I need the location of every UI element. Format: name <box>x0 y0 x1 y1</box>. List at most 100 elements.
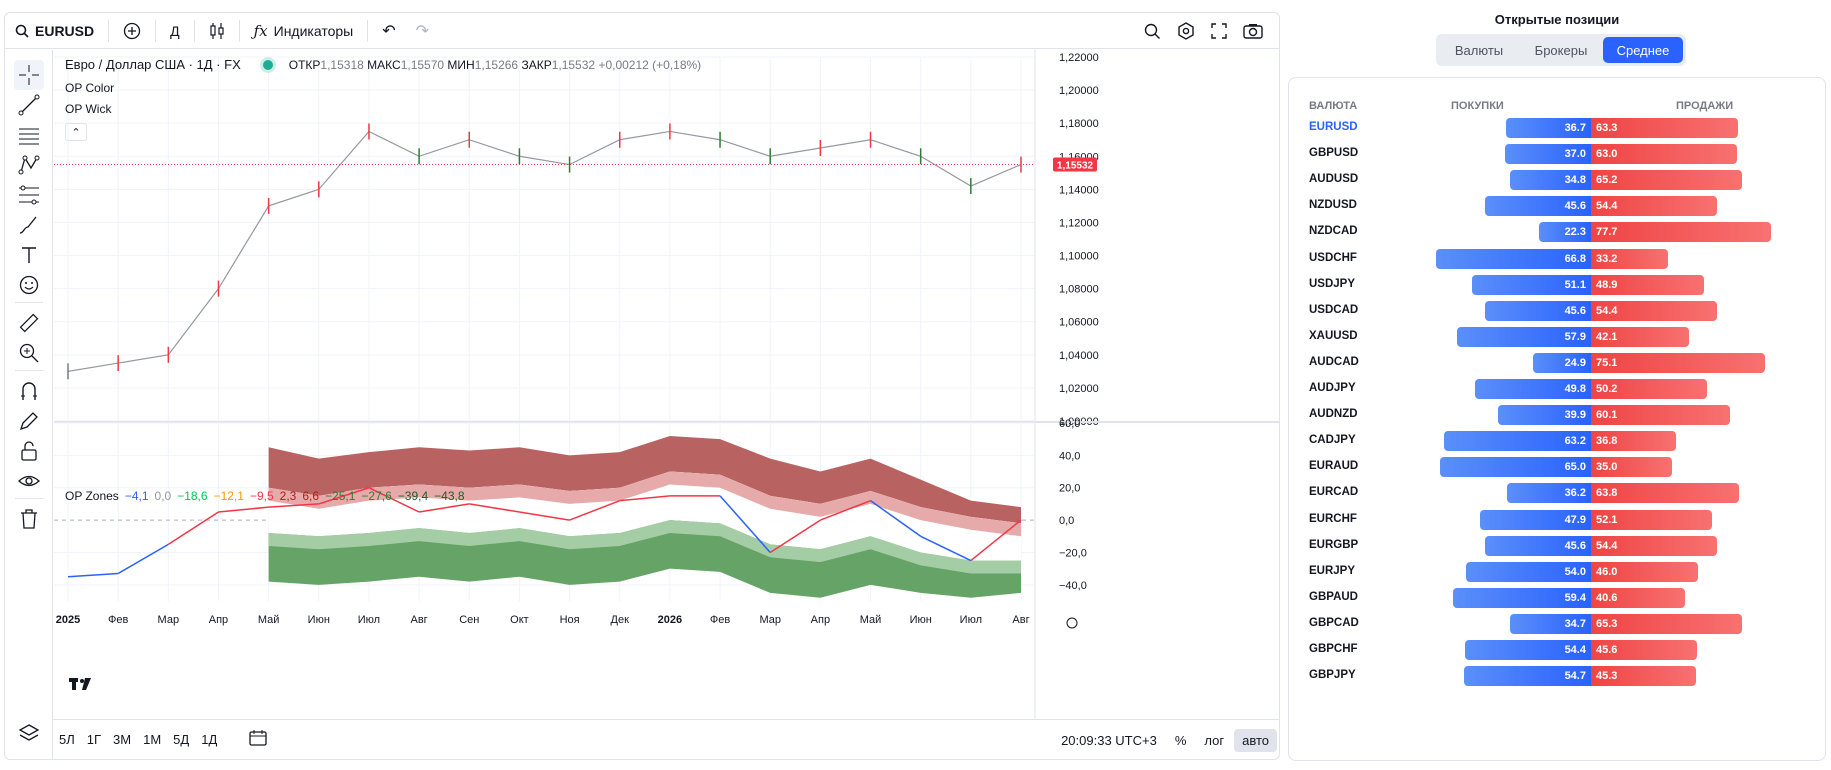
position-row[interactable]: XAUUSD 57.9 42.1 <box>1289 326 1827 348</box>
time-tick-label: Окт <box>510 614 529 626</box>
crosshair-tool[interactable] <box>14 60 44 90</box>
position-symbol[interactable]: AUDJPY <box>1309 382 1356 394</box>
position-row[interactable]: NZDUSD 45.6 54.4 <box>1289 195 1827 217</box>
position-symbol[interactable]: USDJPY <box>1309 277 1356 290</box>
fullscreen-button[interactable] <box>1203 13 1235 49</box>
ruler-tool[interactable] <box>14 308 44 338</box>
position-symbol[interactable]: AUDCAD <box>1309 355 1359 368</box>
position-symbol[interactable]: NZDUSD <box>1309 199 1357 212</box>
collapse-legend-button[interactable]: ⌃ <box>65 123 87 141</box>
chart-type-button[interactable] <box>199 13 235 49</box>
position-row[interactable]: AUDNZD 39.9 60.1 <box>1289 404 1827 426</box>
auto-scale-toggle[interactable]: авто <box>1234 728 1277 752</box>
position-symbol[interactable]: GBPAUD <box>1309 590 1358 603</box>
position-symbol[interactable]: GBPUSD <box>1309 147 1359 160</box>
position-symbol[interactable]: XAUUSD <box>1309 329 1358 342</box>
redo-icon: ↷ <box>415 22 430 40</box>
position-row[interactable]: NZDCAD 22.3 77.7 <box>1289 221 1827 243</box>
position-row[interactable]: EURUSD 36.7 63.3 <box>1289 117 1827 139</box>
chart-canvas[interactable]: 1,220001,200001,180001,160001,140001,120… <box>5 13 1280 760</box>
position-row[interactable]: EURJPY 54.0 46.0 <box>1289 561 1827 583</box>
compare-button[interactable] <box>113 13 151 49</box>
position-row[interactable]: GBPAUD 59.4 40.6 <box>1289 587 1827 609</box>
position-symbol[interactable]: USDCHF <box>1309 251 1357 264</box>
position-row[interactable]: EURCAD 36.2 63.8 <box>1289 482 1827 504</box>
indicator-op-color[interactable]: OP Color <box>65 81 115 95</box>
position-symbol[interactable]: EURCHF <box>1309 512 1357 525</box>
position-symbol[interactable]: EURCAD <box>1309 486 1359 499</box>
magnet-tool[interactable] <box>14 376 44 406</box>
pattern-tool[interactable] <box>14 150 44 180</box>
redo-button[interactable]: ↷ <box>406 13 439 49</box>
oscillator-segment <box>970 519 1022 562</box>
position-symbol[interactable]: EURJPY <box>1309 564 1356 577</box>
op-zones-title[interactable]: OP Zones <box>65 489 119 503</box>
hide-tool[interactable] <box>14 466 44 496</box>
clock[interactable]: 20:09:33 UTC+3 <box>1061 732 1157 748</box>
position-symbol[interactable]: GBPJPY <box>1309 669 1356 682</box>
fib-tool[interactable] <box>14 180 44 210</box>
range-1d[interactable]: 1Д <box>201 732 218 747</box>
quick-search-button[interactable] <box>1135 13 1169 49</box>
range-3m[interactable]: 3М <box>113 732 132 747</box>
tradingview-logo[interactable] <box>67 673 95 695</box>
position-row[interactable]: GBPUSD 37.0 63.0 <box>1289 143 1827 165</box>
trendline-tool[interactable] <box>14 90 44 120</box>
range-1m[interactable]: 1М <box>143 732 162 747</box>
brush-tool[interactable] <box>14 210 44 240</box>
delete-tool[interactable] <box>14 504 44 534</box>
indicator-op-wick[interactable]: OP Wick <box>65 102 112 116</box>
position-symbol[interactable]: AUDUSD <box>1309 173 1359 186</box>
position-row[interactable]: AUDCAD 24.9 75.1 <box>1289 352 1827 374</box>
log-scale-toggle[interactable]: лог <box>1204 732 1225 748</box>
position-row[interactable]: CADJPY 63.2 36.8 <box>1289 430 1827 452</box>
range-1y[interactable]: 1Г <box>86 732 102 747</box>
indicators-button[interactable]: ƒx Индикаторы <box>244 13 364 49</box>
percent-scale-toggle[interactable]: % <box>1174 732 1187 748</box>
tab-brokers[interactable]: Брокеры <box>1534 42 1588 58</box>
position-row[interactable]: EURCHF 47.9 52.1 <box>1289 509 1827 531</box>
settings-button[interactable] <box>1169 13 1203 49</box>
symbol-search[interactable]: EURUSD <box>5 13 104 49</box>
position-row[interactable]: AUDUSD 34.8 65.2 <box>1289 169 1827 191</box>
position-row[interactable]: AUDJPY 49.8 50.2 <box>1289 378 1827 400</box>
positions-title: Открытые позиции <box>1494 12 1620 27</box>
position-symbol[interactable]: GBPCHF <box>1309 643 1358 655</box>
keep-drawing-tool[interactable] <box>14 406 44 436</box>
position-row[interactable]: USDCHF 66.8 33.2 <box>1289 248 1827 270</box>
close-value: 1,15532 <box>551 57 596 72</box>
position-row[interactable]: EURAUD 65.0 35.0 <box>1289 456 1827 478</box>
text-tool[interactable] <box>14 240 44 270</box>
buy-bar: 54.4 <box>1464 640 1591 660</box>
position-symbol[interactable]: EURGBP <box>1309 538 1359 551</box>
position-row[interactable]: GBPCAD 34.7 65.3 <box>1289 613 1827 635</box>
oscillator-segment <box>318 487 370 505</box>
position-row[interactable]: EURGBP 45.6 54.4 <box>1289 535 1827 557</box>
position-row[interactable]: USDJPY 51.1 48.9 <box>1289 274 1827 296</box>
position-row[interactable]: GBPCHF 54.4 45.6 <box>1289 639 1827 661</box>
position-symbol[interactable]: EURAUD <box>1309 460 1359 473</box>
position-symbol[interactable]: AUDNZD <box>1309 408 1358 421</box>
position-symbol[interactable]: EURUSD <box>1309 121 1358 133</box>
position-symbol[interactable]: GBPCAD <box>1309 616 1359 629</box>
zone-value: 0,0 <box>154 489 172 503</box>
position-symbol[interactable]: NZDCAD <box>1309 225 1358 238</box>
time-tick-label: Апр <box>811 614 830 626</box>
tab-average[interactable]: Среднее <box>1603 37 1683 63</box>
position-row[interactable]: GBPJPY 54.7 45.3 <box>1289 665 1827 687</box>
position-symbol[interactable]: USDCAD <box>1309 303 1359 316</box>
range-5d[interactable]: 5Д <box>173 732 190 747</box>
position-row[interactable]: USDCAD 45.6 54.4 <box>1289 300 1827 322</box>
horizontal-lines-tool[interactable] <box>14 120 44 150</box>
interval-button[interactable]: Д <box>170 22 180 39</box>
undo-button[interactable]: ↶ <box>372 13 405 49</box>
snapshot-button[interactable] <box>1235 13 1271 49</box>
go-to-date-button[interactable] <box>243 730 273 749</box>
tab-currencies[interactable]: Валюты <box>1454 42 1504 58</box>
range-5y[interactable]: 5Л <box>59 732 75 747</box>
position-symbol[interactable]: CADJPY <box>1309 434 1356 447</box>
lock-tool[interactable] <box>14 436 44 466</box>
emoji-tool[interactable] <box>14 270 44 300</box>
zoom-tool[interactable] <box>14 338 44 368</box>
object-tree-button[interactable] <box>14 718 44 748</box>
